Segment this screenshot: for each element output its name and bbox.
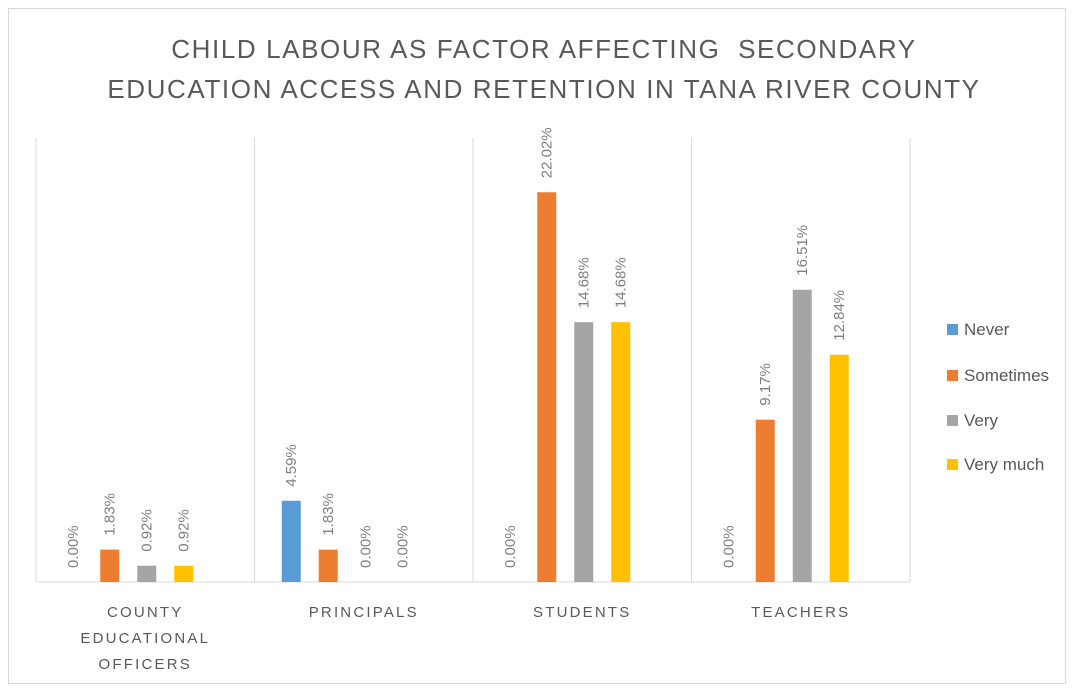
chart-title-line: EDUCATION ACCESS AND RETENTION IN TANA R… bbox=[107, 74, 980, 104]
data-label: 1.83% bbox=[320, 493, 337, 536]
chart-title-line: CHILD LABOUR AS FACTOR AFFECTING SECONDA… bbox=[171, 34, 916, 64]
legend-swatch bbox=[947, 370, 958, 381]
legend-label: Never bbox=[964, 320, 1010, 339]
legend-label: Very bbox=[964, 411, 999, 430]
data-label: 22.02% bbox=[539, 127, 556, 178]
category-label: EDUCATIONAL bbox=[80, 630, 210, 647]
data-label: 1.83% bbox=[102, 493, 119, 536]
category-label: COUNTY bbox=[107, 604, 184, 621]
category-label: STUDENTS bbox=[533, 604, 631, 621]
legend-swatch bbox=[947, 415, 958, 426]
category-label: PRINCIPALS bbox=[309, 604, 419, 621]
bar-very-much bbox=[611, 322, 631, 582]
bar-very bbox=[137, 565, 157, 582]
legend-label: Very much bbox=[964, 455, 1044, 474]
bar-sometimes bbox=[755, 419, 775, 582]
data-label: 4.59% bbox=[283, 444, 300, 487]
category-label: TEACHERS bbox=[751, 604, 850, 621]
bar-very bbox=[574, 322, 594, 582]
data-label: 12.84% bbox=[831, 290, 848, 341]
data-label: 0.00% bbox=[394, 525, 411, 568]
legend: Never Sometimes Very Very much bbox=[947, 320, 1049, 474]
data-label: 0.00% bbox=[65, 525, 82, 568]
data-label: 14.68% bbox=[613, 257, 630, 308]
data-label: 0.92% bbox=[176, 509, 193, 552]
plot-area: 0.00% 4.59% 0.00% 0.00% 1.83% 1.83% 22.02% 9.17… bbox=[35, 127, 911, 673]
bar-sometimes bbox=[100, 549, 120, 582]
legend-swatch bbox=[947, 459, 958, 470]
bar-sometimes bbox=[318, 549, 338, 582]
chart-title: CHILD LABOUR AS FACTOR AFFECTING SECONDA… bbox=[107, 34, 980, 104]
data-label: 0.00% bbox=[502, 525, 519, 568]
data-label: 0.92% bbox=[139, 509, 156, 552]
bar-never bbox=[281, 500, 301, 582]
data-label: 0.00% bbox=[720, 525, 737, 568]
data-label: 0.00% bbox=[357, 525, 374, 568]
data-label: 14.68% bbox=[576, 257, 593, 308]
chart-frame bbox=[8, 8, 1066, 684]
bar-very bbox=[792, 289, 812, 582]
bar-sometimes bbox=[537, 192, 557, 582]
legend-label: Sometimes bbox=[964, 366, 1049, 385]
legend-swatch bbox=[947, 324, 958, 335]
bar-very-much bbox=[174, 565, 194, 582]
bar-very-much bbox=[829, 354, 849, 582]
data-label: 16.51% bbox=[794, 225, 811, 276]
data-label: 9.17% bbox=[757, 363, 774, 406]
category-label: OFFICERS bbox=[99, 656, 192, 673]
